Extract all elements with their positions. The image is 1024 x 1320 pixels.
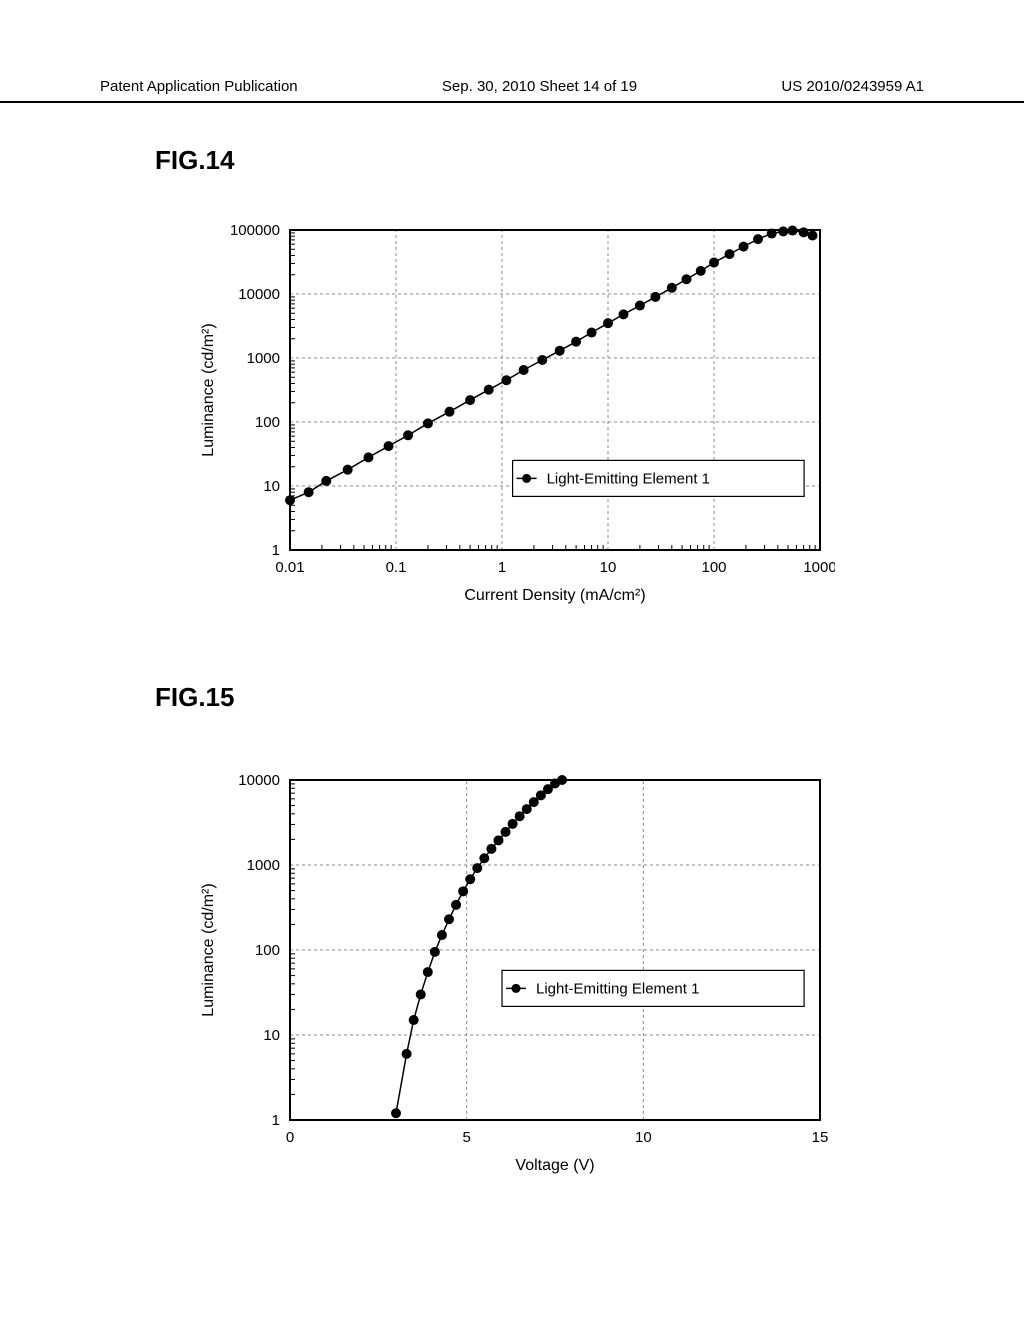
patent-page: Patent Application Publication Sep. 30, …: [0, 0, 1024, 1320]
svg-text:10: 10: [263, 1027, 280, 1044]
svg-text:Current Density (mA/cm²): Current Density (mA/cm²): [464, 587, 645, 604]
svg-text:Light-Emitting Element 1: Light-Emitting Element 1: [536, 980, 699, 997]
svg-text:15: 15: [812, 1129, 829, 1146]
svg-text:100: 100: [255, 414, 280, 431]
svg-text:10: 10: [263, 478, 280, 495]
svg-text:0.1: 0.1: [386, 559, 407, 576]
svg-text:100: 100: [255, 942, 280, 959]
svg-text:1: 1: [272, 542, 280, 559]
svg-text:1000: 1000: [247, 350, 280, 367]
svg-text:0.01: 0.01: [275, 559, 304, 576]
fig14-chart: 1 10 100 1000 10000 100000 0.01 0.1 1 10 100 1000 L…: [195, 220, 835, 610]
svg-text:100000: 100000: [230, 222, 280, 239]
svg-text:1: 1: [498, 559, 506, 576]
fig14-label: FIG.14: [155, 145, 234, 176]
svg-text:1000: 1000: [803, 559, 835, 576]
svg-text:1: 1: [272, 1112, 280, 1129]
header-left: Patent Application Publication: [100, 78, 298, 95]
fig15-chart: 1 10 100 1000 10000 0 5 10 15 Light-Emitting Ele…: [195, 770, 835, 1180]
header-right: US 2010/0243959 A1: [781, 78, 924, 95]
fig15-label: FIG.15: [155, 682, 234, 713]
svg-text:100: 100: [701, 559, 726, 576]
page-header: Patent Application Publication Sep. 30, …: [0, 78, 1024, 103]
svg-text:Luminance (cd/m²): Luminance (cd/m²): [200, 883, 217, 1016]
svg-text:10000: 10000: [238, 772, 280, 789]
svg-text:10000: 10000: [238, 286, 280, 303]
svg-text:5: 5: [462, 1129, 470, 1146]
svg-text:Luminance (cd/m²): Luminance (cd/m²): [200, 323, 217, 456]
svg-text:10: 10: [600, 559, 617, 576]
header-center: Sep. 30, 2010 Sheet 14 of 19: [442, 78, 637, 95]
svg-text:0: 0: [286, 1129, 294, 1146]
svg-text:Light-Emitting Element 1: Light-Emitting Element 1: [547, 470, 710, 487]
svg-text:10: 10: [635, 1129, 652, 1146]
svg-text:Voltage (V): Voltage (V): [515, 1157, 594, 1174]
svg-text:1000: 1000: [247, 857, 280, 874]
